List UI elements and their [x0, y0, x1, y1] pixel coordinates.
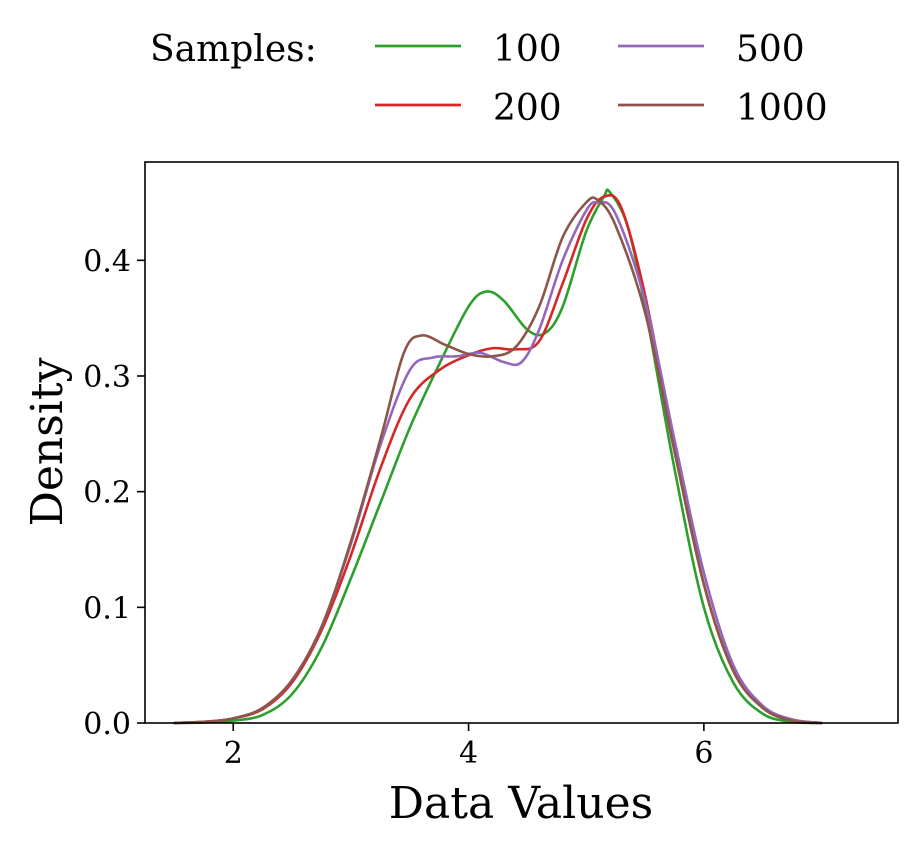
- series-layer: [173, 188, 823, 725]
- plot-area: 2 4 6 0.0 0.1 0.2 0.3 0.4: [83, 161, 899, 771]
- plot-frame: [144, 161, 899, 724]
- x-tick-label: 4: [459, 736, 478, 771]
- series-line-500: [173, 200, 823, 725]
- legend-label-200: 200: [493, 88, 562, 129]
- legend: Samples: 100 200 500 1000: [150, 29, 828, 129]
- series-line-1000: [173, 196, 823, 725]
- series-line-100: [173, 188, 823, 725]
- y-tick-label: 0.1: [83, 591, 131, 626]
- x-axis: 2 4 6: [224, 723, 713, 771]
- x-axis-label: Data Values: [389, 778, 653, 829]
- legend-label-1000: 1000: [736, 88, 828, 129]
- y-tick-label: 0.3: [83, 360, 131, 395]
- legend-label-100: 100: [493, 29, 562, 70]
- legend-title: Samples:: [150, 29, 317, 70]
- y-tick-label: 0.0: [83, 707, 131, 742]
- x-tick-label: 6: [694, 736, 713, 771]
- y-axis: 0.0 0.1 0.2 0.3 0.4: [83, 244, 145, 742]
- y-tick-label: 0.4: [83, 244, 131, 279]
- y-axis-label: Density: [22, 357, 73, 526]
- x-tick-label: 2: [224, 736, 243, 771]
- y-tick-label: 0.2: [83, 476, 131, 511]
- legend-label-500: 500: [736, 29, 805, 70]
